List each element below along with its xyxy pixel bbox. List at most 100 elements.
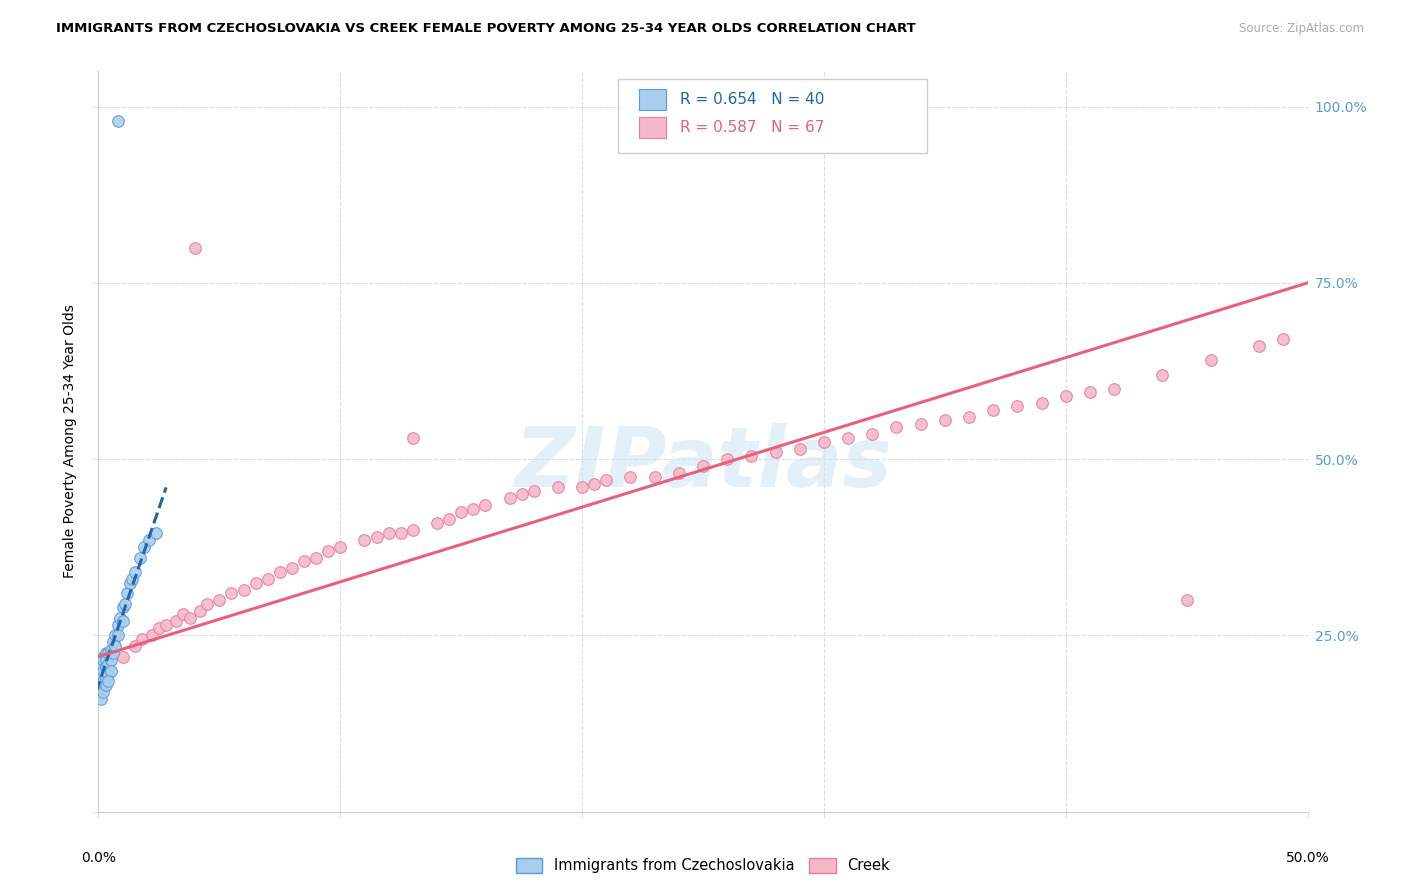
Point xyxy=(114,597,136,611)
FancyBboxPatch shape xyxy=(619,78,927,153)
Point xyxy=(94,660,117,674)
Point xyxy=(188,604,211,618)
Point xyxy=(437,512,460,526)
Point xyxy=(104,628,127,642)
Point xyxy=(195,597,218,611)
Point xyxy=(474,498,496,512)
Point xyxy=(104,639,127,653)
Point xyxy=(269,565,291,579)
Point xyxy=(329,541,352,555)
Point xyxy=(107,628,129,642)
Point xyxy=(184,241,207,255)
Point xyxy=(957,409,980,424)
Point xyxy=(402,523,425,537)
Point xyxy=(789,442,811,456)
Point xyxy=(111,600,134,615)
Point xyxy=(134,541,156,555)
Point xyxy=(1054,389,1077,403)
Point xyxy=(128,550,150,565)
Point xyxy=(90,657,112,671)
Text: Source: ZipAtlas.com: Source: ZipAtlas.com xyxy=(1239,22,1364,36)
Point xyxy=(91,685,114,699)
Point xyxy=(510,487,533,501)
Point xyxy=(145,526,167,541)
Text: IMMIGRANTS FROM CZECHOSLOVAKIA VS CREEK FEMALE POVERTY AMONG 25-34 YEAR OLDS COR: IMMIGRANTS FROM CZECHOSLOVAKIA VS CREEK … xyxy=(56,22,915,36)
Point xyxy=(547,480,569,494)
Point xyxy=(450,505,472,519)
Point xyxy=(463,501,485,516)
Point xyxy=(111,649,134,664)
Point xyxy=(1175,593,1198,607)
Point xyxy=(94,678,117,692)
Point xyxy=(981,402,1004,417)
Point xyxy=(281,561,304,575)
Point xyxy=(124,639,146,653)
Y-axis label: Female Poverty Among 25-34 Year Olds: Female Poverty Among 25-34 Year Olds xyxy=(63,304,77,579)
Point xyxy=(101,635,124,649)
Point xyxy=(94,653,117,667)
Point xyxy=(172,607,194,622)
Text: 50.0%: 50.0% xyxy=(1285,850,1330,864)
Point xyxy=(740,449,762,463)
Point xyxy=(1078,385,1101,400)
Point xyxy=(90,692,112,706)
Point xyxy=(644,470,666,484)
Point xyxy=(91,664,114,678)
Point xyxy=(305,550,328,565)
Point xyxy=(377,526,399,541)
Point xyxy=(138,533,160,548)
Point xyxy=(91,674,114,689)
Text: R = 0.587   N = 67: R = 0.587 N = 67 xyxy=(681,120,824,135)
Point xyxy=(910,417,932,431)
Point xyxy=(389,526,412,541)
Point xyxy=(108,611,131,625)
Point xyxy=(765,445,787,459)
Point xyxy=(256,572,278,586)
Point xyxy=(141,628,163,642)
Point xyxy=(366,530,388,544)
Point xyxy=(716,452,738,467)
Point xyxy=(1152,368,1174,382)
Point xyxy=(668,467,690,481)
Point xyxy=(100,642,122,657)
Point xyxy=(934,413,956,427)
Point xyxy=(583,476,606,491)
Point xyxy=(498,491,520,505)
Point xyxy=(353,533,375,548)
Text: R = 0.654   N = 40: R = 0.654 N = 40 xyxy=(681,92,824,107)
FancyBboxPatch shape xyxy=(638,117,665,138)
Point xyxy=(1031,396,1053,410)
Point xyxy=(118,575,141,590)
Point xyxy=(1102,382,1125,396)
Point xyxy=(97,646,120,660)
Point xyxy=(402,431,425,445)
Point xyxy=(232,582,254,597)
Point xyxy=(107,618,129,632)
Point xyxy=(97,657,120,671)
Point xyxy=(595,473,617,487)
Text: 0.0%: 0.0% xyxy=(82,850,115,864)
Point xyxy=(91,649,114,664)
Point xyxy=(97,667,120,681)
Point xyxy=(619,470,641,484)
Point xyxy=(94,671,117,685)
Point xyxy=(165,615,187,629)
Point xyxy=(111,615,134,629)
Point xyxy=(100,653,122,667)
Point xyxy=(221,586,243,600)
Point xyxy=(245,575,267,590)
Point xyxy=(124,565,146,579)
Point xyxy=(1007,399,1029,413)
Point xyxy=(117,586,139,600)
Point xyxy=(90,667,112,681)
Point xyxy=(692,459,714,474)
Point xyxy=(208,593,231,607)
FancyBboxPatch shape xyxy=(638,89,665,110)
Point xyxy=(523,483,546,498)
Point xyxy=(94,646,117,660)
Point xyxy=(886,420,908,434)
Point xyxy=(179,611,201,625)
Point xyxy=(148,621,170,635)
Text: ZIPatlas: ZIPatlas xyxy=(515,423,891,504)
Point xyxy=(860,427,883,442)
